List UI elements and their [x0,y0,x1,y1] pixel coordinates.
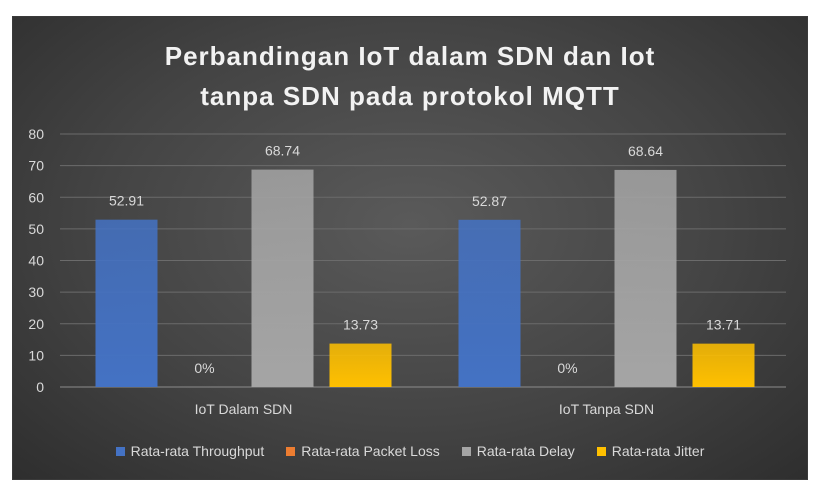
y-tick-label: 70 [28,158,44,174]
y-tick-label: 50 [28,221,44,237]
legend-label: Rata-rata Throughput [130,443,265,459]
data-label: 68.74 [265,143,300,159]
legend-label: Rata-rata Packet Loss [301,443,440,459]
data-label: 52.87 [472,193,507,209]
legend-item: Rata-rata Packet Loss [286,443,440,459]
data-label: 13.71 [706,317,741,333]
x-tick-label: IoT Tanpa SDN [559,401,654,417]
data-label: 52.91 [109,193,144,209]
legend-item: Rata-rata Throughput [115,443,265,459]
data-label: 68.64 [628,143,663,159]
y-tick-label: 10 [28,347,44,363]
x-tick-label: IoT Dalam SDN [195,401,293,417]
y-tick-label: 40 [28,253,44,269]
bar [251,169,314,387]
legend-label: Rata-rata Delay [476,443,575,459]
y-tick-label: 0 [36,379,44,395]
legend-swatch [286,446,296,456]
data-label: 13.73 [343,317,378,333]
legend-swatch [115,446,125,456]
legend-swatch [461,446,471,456]
y-tick-label: 20 [28,316,44,332]
legend: Rata-rata Throughput Rata-rata Packet Los… [0,440,820,462]
bar [95,219,158,387]
chart-title-line-2: tanpa SDN pada protokol MQTT [200,81,620,111]
legend-label: Rata-rata Jitter [611,443,705,459]
y-tick-label: 60 [28,189,44,205]
chart-title: Perbandingan IoT dalam SDN dan Iot tanpa… [0,36,820,116]
legend-item: Rata-rata Jitter [596,443,705,459]
bar [458,219,521,387]
y-tick-label: 30 [28,284,44,300]
legend-item: Rata-rata Delay [461,443,575,459]
legend-swatch [596,446,606,456]
data-label: 0% [557,360,577,376]
data-label: 0% [194,360,214,376]
bar [614,169,677,387]
chart-title-line-1: Perbandingan IoT dalam SDN dan Iot [164,41,656,71]
bar [692,343,755,387]
y-tick-label: 80 [28,126,44,142]
bar [329,343,392,387]
